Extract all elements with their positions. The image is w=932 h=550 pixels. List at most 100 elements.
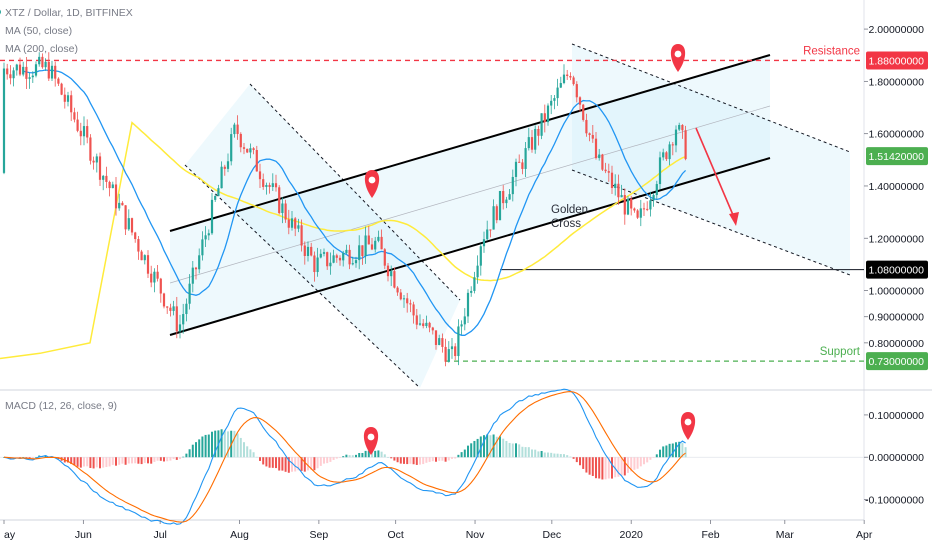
candle-body-211: [678, 124, 681, 130]
macd-hist-85: [275, 457, 277, 469]
macd-hist-176: [566, 455, 569, 458]
macd-hist-98: [316, 457, 319, 469]
candle-body-153: [492, 206, 495, 230]
price-tag-bg-0: [866, 51, 928, 70]
macd-hist-63: [204, 434, 207, 458]
macd-hist-137: [441, 457, 444, 461]
macd-hist-194: [623, 457, 626, 476]
candle-body-172: [553, 98, 556, 101]
macd-marker-pin-2-shape: [680, 412, 696, 440]
candle-body-169: [543, 113, 546, 123]
candle-body-31: [102, 175, 105, 180]
candle-body-203: [652, 195, 655, 201]
candle-body-118: [380, 236, 383, 250]
macd-hist-204: [655, 454, 658, 458]
descending-channel-2-upper: [571, 43, 851, 153]
candle-body-3: [12, 70, 15, 79]
candle-body-183: [588, 133, 591, 135]
candle-body-140: [450, 346, 454, 350]
macd-hist-184: [591, 457, 594, 476]
candle-body-114: [367, 235, 370, 245]
macd-hist-47: [153, 457, 156, 462]
macd-hist-13: [44, 455, 47, 458]
x-tick-label-9: Feb: [702, 529, 720, 541]
macd-hist-57: [185, 453, 188, 458]
candle-body-168: [540, 113, 543, 136]
macd-hist-9: [31, 457, 34, 459]
macd-hist-174: [559, 454, 562, 458]
candle-body-71: [230, 134, 233, 162]
macd-hist-8: [28, 457, 31, 459]
macd-hist-168: [540, 450, 543, 458]
candle-body-9: [31, 75, 34, 78]
macd-hist-7: [25, 457, 28, 459]
candle-body-102: [329, 262, 332, 267]
candle-body-107: [345, 249, 348, 254]
candle-body-125: [402, 298, 406, 300]
macd-hist-162: [521, 446, 524, 458]
macd-hist-25: [83, 457, 85, 467]
candle-body-67: [217, 188, 220, 196]
candle-body-24: [79, 130, 82, 137]
candle-body-74: [239, 133, 242, 148]
price-tag-label-2: 1.08000000: [869, 265, 925, 277]
candle-body-78: [252, 148, 255, 150]
candle-body-91: [294, 218, 297, 229]
candle-body-207: [665, 152, 668, 160]
candle-body-8: [28, 77, 31, 79]
macd-hist-107: [345, 454, 348, 458]
macd-hist-206: [662, 446, 665, 458]
macd-hist-175: [563, 454, 565, 458]
candle-body-127: [409, 303, 412, 305]
descending-channel-1-upper: [249, 83, 461, 301]
macd-hist-160: [515, 443, 517, 458]
macd-hist-106: [342, 456, 345, 458]
candle-body-11: [38, 56, 41, 65]
candle-body-117: [377, 236, 380, 241]
macd-hist-88: [284, 457, 287, 472]
candle-body-194: [623, 195, 626, 215]
candle-body-200: [642, 208, 646, 210]
macd-hist-148: [476, 438, 479, 458]
macd-hist-127: [409, 457, 412, 464]
price-tag-bg-3: [866, 352, 928, 371]
candle-body-115: [370, 244, 374, 250]
candle-body-80: [258, 171, 262, 180]
macd-hist-155: [499, 436, 501, 458]
legend-ma50: MA (50, close): [5, 25, 72, 37]
macd-hist-186: [598, 457, 601, 479]
candle-body-160: [514, 161, 518, 177]
macd-hist-197: [633, 457, 636, 470]
macd-hist-116: [374, 450, 377, 458]
candle-body-161: [518, 161, 521, 163]
macd-hist-112: [361, 452, 364, 458]
candle-body-63: [204, 235, 207, 240]
macd-hist-90: [291, 457, 293, 472]
macd-y-tick-label-0: 0.10000000: [869, 410, 925, 422]
price-tag-label-1: 1.51420000: [869, 151, 925, 163]
macd-hist-198: [636, 457, 639, 469]
forecast-arrow-head: [729, 212, 739, 226]
marker-pin-1-shape: [364, 170, 380, 198]
macd-hist-42: [137, 457, 140, 464]
macd-hist-99: [319, 457, 322, 466]
macd-hist-72: [233, 430, 236, 458]
macd-hist-130: [419, 457, 421, 465]
macd-hist-51: [166, 457, 169, 462]
macd-hist-38: [124, 457, 127, 465]
candle-body-182: [585, 119, 588, 134]
macd-hist-108: [348, 455, 351, 458]
macd-hist-131: [422, 457, 425, 465]
candle-body-65: [210, 199, 214, 234]
macd-hist-83: [268, 457, 271, 468]
candle-body-51: [166, 306, 169, 308]
candle-body-4: [15, 64, 18, 71]
candle-body-62: [201, 239, 204, 256]
macd-hist-96: [310, 457, 313, 470]
macd-hist-30: [99, 457, 101, 469]
macd-hist-82: [265, 457, 268, 467]
y-tick-label-7: 0.80000000: [869, 338, 925, 350]
candle-body-93: [300, 225, 303, 246]
candle-body-187: [601, 154, 604, 170]
